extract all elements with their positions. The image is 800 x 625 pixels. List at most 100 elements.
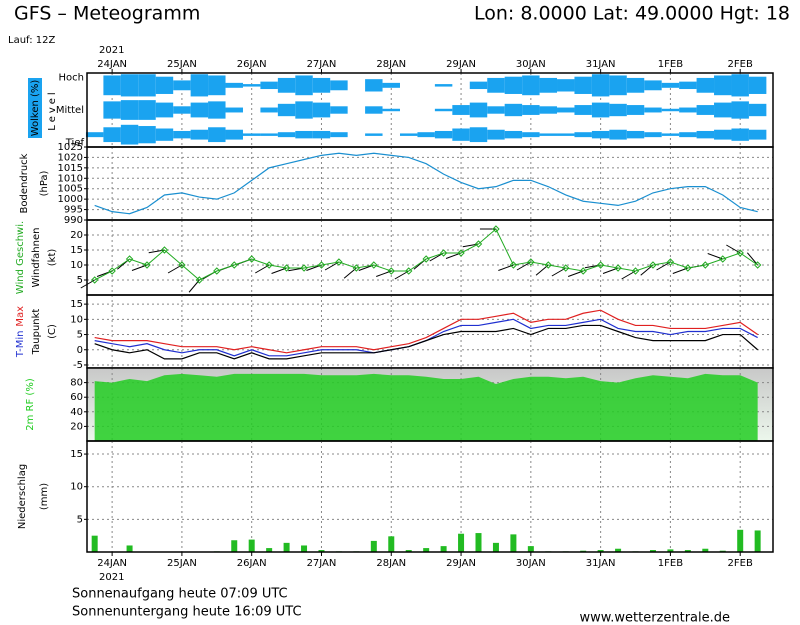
cloud-bar — [260, 81, 278, 90]
cloud-bar — [138, 100, 156, 120]
cloud-bar — [277, 77, 296, 93]
cloud-bar — [312, 102, 331, 118]
cloud-bar — [277, 132, 296, 138]
cloud-bar — [679, 107, 697, 113]
cloud-bar — [679, 81, 697, 90]
wind-point — [125, 255, 134, 263]
axis-label-part: Taupunkt — [31, 309, 42, 356]
cloud-bar — [399, 133, 418, 136]
cloud-bar — [120, 74, 139, 97]
wind-point — [178, 261, 186, 269]
y-tick-label: 10 — [70, 260, 83, 271]
cloud-bar — [609, 75, 627, 96]
cloud-bar — [748, 129, 767, 140]
wind-point — [579, 267, 587, 275]
cloud-bar — [417, 132, 435, 138]
cloud-bar — [574, 132, 592, 138]
cloud-bar — [85, 132, 104, 138]
date-label-bottom: 28JAN — [376, 558, 406, 569]
cloud-bar — [277, 103, 296, 117]
wind-point — [300, 264, 308, 272]
cloud-bar — [626, 77, 645, 93]
y-tick-label: 1025 — [58, 142, 83, 153]
cloud-bar — [644, 132, 662, 138]
date-label-bottom: 1FEB — [658, 558, 683, 569]
date-label-bottom: 30JAN — [516, 558, 546, 569]
cloud-bar — [731, 128, 749, 141]
cloud-bar — [609, 129, 627, 140]
y-tick-label: 15 — [70, 299, 83, 310]
cloud-bar — [155, 128, 174, 141]
wind-point — [439, 249, 448, 257]
cloud-bar — [295, 75, 313, 96]
cloud-bar — [469, 102, 488, 118]
wind-point — [631, 267, 640, 275]
wind-point — [160, 246, 169, 254]
cloud-bar — [522, 105, 540, 115]
y-tick-label: 5 — [77, 514, 83, 525]
wind-point — [108, 267, 116, 275]
wind-point — [230, 261, 238, 269]
axis-label-part: Bodendruck — [19, 153, 30, 213]
cloud-bar — [208, 101, 226, 119]
cloud-bar — [487, 106, 505, 114]
cloud-bar — [487, 77, 505, 93]
cloud-bar — [469, 81, 488, 90]
cloud-bar — [295, 101, 313, 119]
wind-point — [405, 267, 413, 275]
cloud-bar — [696, 130, 715, 139]
cloud-bar — [731, 74, 749, 97]
cloud-bar — [557, 79, 575, 92]
wind-point — [474, 240, 483, 248]
y-tick-label: 1010 — [58, 173, 83, 184]
date-label-bottom: 26JAN — [237, 558, 267, 569]
precip-bar — [440, 546, 447, 552]
cloud-bar — [522, 75, 540, 96]
date-label-top: 2FEB — [728, 59, 753, 70]
cloud-bar — [260, 107, 278, 113]
series-line — [94, 309, 758, 354]
series-line — [94, 152, 758, 215]
date-label-bottom: 25JAN — [167, 558, 197, 569]
y-tick-label: 10 — [70, 314, 83, 325]
wind-point — [422, 255, 430, 263]
axis-label: Bodendruck — [19, 153, 30, 213]
axis-label-part: (hPa) — [39, 170, 50, 196]
cloud-bar — [591, 130, 610, 139]
axis-label: (hPa) — [39, 170, 50, 196]
cloud-bar — [190, 102, 209, 118]
series-line — [94, 324, 759, 360]
title: GFS – Meteogramm — [14, 3, 200, 25]
y-tick-label: -5 — [73, 360, 83, 371]
cloud-bar — [714, 102, 732, 118]
level-label: Tief — [65, 138, 85, 149]
y-tick-label: 15 — [70, 449, 83, 460]
axis-label-part: (kt) — [47, 249, 58, 267]
wind-barb — [188, 279, 200, 293]
wind-point — [684, 264, 692, 272]
precip-bar — [475, 533, 482, 552]
y-tick-label: 5 — [77, 330, 83, 341]
date-label-bottom: 31JAN — [586, 558, 616, 569]
cloud-bar — [120, 124, 139, 145]
level-label: Hoch — [59, 72, 84, 83]
y-tick-label: 10 — [70, 482, 83, 493]
precip-bar — [684, 550, 691, 552]
cloud-bar — [591, 102, 610, 118]
y-tick-label: 20 — [70, 230, 83, 241]
axis-label: Wind Geschwi. — [15, 221, 26, 294]
y-tick-label: 1000 — [58, 194, 83, 205]
axis-label: 2m RF (%) — [25, 378, 36, 431]
axis-label-part: Niederschlag — [17, 464, 28, 529]
sunset: Sonnenuntergang heute 16:09 UTC — [72, 605, 302, 620]
date-label-bottom: 29JAN — [446, 558, 476, 569]
cloud-bar — [103, 127, 121, 143]
cloud-bar — [155, 76, 174, 94]
precip-bar — [231, 540, 238, 552]
cloud-bar — [661, 82, 680, 88]
source: www.wetterzentrale.de — [580, 611, 730, 625]
rf-area — [94, 373, 758, 441]
wind-point — [736, 249, 744, 257]
y-tick-label: 1015 — [58, 163, 83, 174]
